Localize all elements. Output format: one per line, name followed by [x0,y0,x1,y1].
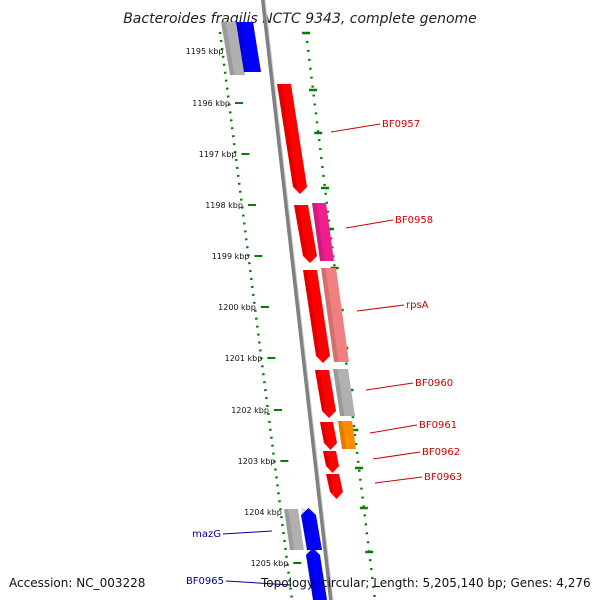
feature-bf0961-a-shade [320,422,328,443]
gene-label-mazg: mazG [192,529,221,540]
feature-bf0957 [277,84,307,194]
leader-line-bf0957 [330,123,381,133]
ruler-tick-label-8: 1203 kbp [238,457,276,466]
gene-features [221,22,356,600]
leader-line-rpsa [356,304,405,312]
ruler-tick-label-5: 1200 kbp [218,303,256,312]
ruler-tick-label-6: 1201 kbp [225,354,263,363]
feature-bf0965 [306,548,327,600]
feature-mazg [301,508,322,550]
genome-backbone [261,0,334,600]
feature-gray-upstream-shade [221,22,235,75]
leader-line-bf0965 [225,580,292,586]
feature-bf0961-a [320,422,337,450]
backbone-line [261,0,333,600]
feature-bf0960-a [315,370,336,418]
feature-blue-upstream [236,22,261,72]
accession-text: Accession: NC_003228 [9,576,145,590]
feature-bf0960-a-shade [315,370,327,411]
leader-line-mazg [222,530,273,535]
ruler-tick-label-10: 1205 kbp [251,559,289,568]
leader-line-bf0958 [345,219,394,229]
gene-label-bf0963: BF0963 [424,472,462,483]
leader-line-bf0963 [374,476,423,484]
feature-mazg-gray [284,509,304,550]
gene-label-bf0958: BF0958 [395,215,433,226]
ruler-tick-label-4: 1199 kbp [212,252,250,261]
leader-line-bf0962 [372,451,421,460]
ruler-tick-label-1: 1196 kbp [192,99,230,108]
leader-line-bf0960 [365,382,414,391]
gene-label-bf0961: BF0961 [419,420,457,431]
feature-gray-upstream [221,22,245,75]
feature-bf0965-shade [306,548,318,600]
feature-bf0958-b [312,203,334,261]
feature-bf0961-b [338,421,356,449]
feature-bf0963-shade [326,474,334,492]
feature-bf0958-a-shade [294,205,308,256]
feature-bf0962-shade [323,451,330,466]
feature-bf0957-shade [277,84,298,187]
feature-rpsa-a-shade [303,270,321,356]
ruler-tick-label-0: 1195 kbp [186,47,224,56]
gene-label-rpsa: rpsA [406,300,429,311]
gene-labels: BF0957 BF0958 rpsA BF0960 BF0961 BF0962 BF0963… [186,119,462,587]
ruler-tick-label-7: 1202 kbp [231,406,269,415]
gene-label-bf0960: BF0960 [415,378,453,389]
feature-bf0958-a [294,205,317,263]
backbone-highlight [264,0,334,600]
ruler-tick-label-2: 1197 kbp [199,150,237,159]
feature-blue-upstream-shade [236,22,250,72]
ruler-tick-label-3: 1198 kbp [205,201,243,210]
topology-text: Topology: circular; Length: 5,205,140 bp… [260,576,591,590]
ruler-tick-label-9: 1204 kbp [244,508,282,517]
leader-line-bf0961 [369,424,418,434]
gene-label-bf0957: BF0957 [382,119,420,130]
feature-bf0963 [326,474,343,499]
feature-rpsa-a [303,270,330,363]
feature-bf0961-b-shade [338,421,347,449]
feature-rpsa-b-shade [321,268,339,362]
feature-mazg-shade [301,508,312,550]
feature-bf0958-b-shade [312,203,325,261]
feature-bf0960-b [333,369,355,416]
gene-label-bf0965: BF0965 [186,576,224,587]
gene-label-bf0962: BF0962 [422,447,460,458]
feature-bf0962 [323,451,339,473]
map-title: Bacteroides fragilis NCTC 9343, complete… [123,11,477,27]
feature-bf0960-b-shade [333,369,345,416]
feature-rpsa-b [321,268,349,362]
feature-mazg-gray-shade [284,509,295,550]
